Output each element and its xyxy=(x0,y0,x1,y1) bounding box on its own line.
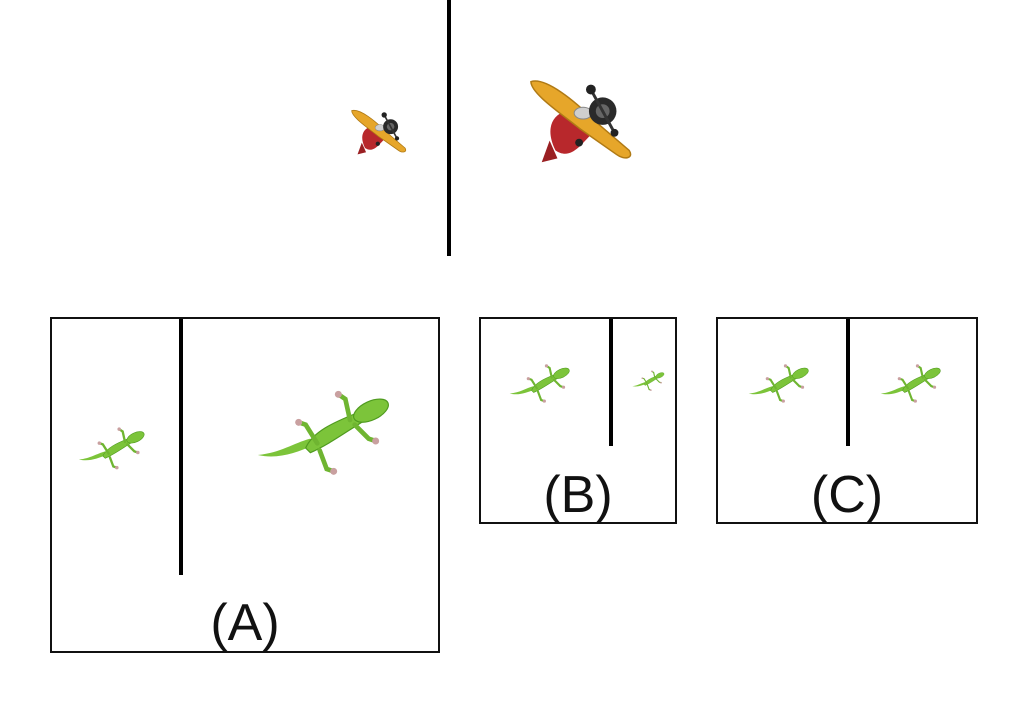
gecko-icon xyxy=(508,363,571,404)
option-a-right-image xyxy=(252,384,392,484)
airplane-icon xyxy=(350,109,407,156)
option-c-right-image xyxy=(878,361,942,407)
option-b-right-image xyxy=(631,369,665,393)
reference-right-image xyxy=(515,62,655,180)
option-a-label: (A) xyxy=(210,594,280,652)
gecko-icon xyxy=(879,363,942,404)
airplane-icon xyxy=(529,79,633,164)
option-a-divider xyxy=(179,319,183,575)
gecko-icon xyxy=(747,363,810,404)
gecko-icon xyxy=(252,384,392,484)
option-b[interactable]: (B) xyxy=(479,317,677,524)
reference-pair xyxy=(0,0,1027,260)
gecko-icon xyxy=(77,426,146,471)
option-b-left-image xyxy=(507,361,571,407)
reference-left-image xyxy=(345,100,417,164)
option-c-left-image xyxy=(746,361,810,407)
reference-divider xyxy=(447,0,451,256)
gecko-icon xyxy=(631,369,665,392)
option-a[interactable]: (A) xyxy=(50,317,440,653)
option-c[interactable]: (C) xyxy=(716,317,978,524)
option-b-divider xyxy=(609,319,613,446)
option-c-divider xyxy=(846,319,850,446)
option-c-label: (C) xyxy=(810,466,884,524)
option-a-left-image xyxy=(76,424,146,474)
option-b-label: (B) xyxy=(543,466,613,524)
